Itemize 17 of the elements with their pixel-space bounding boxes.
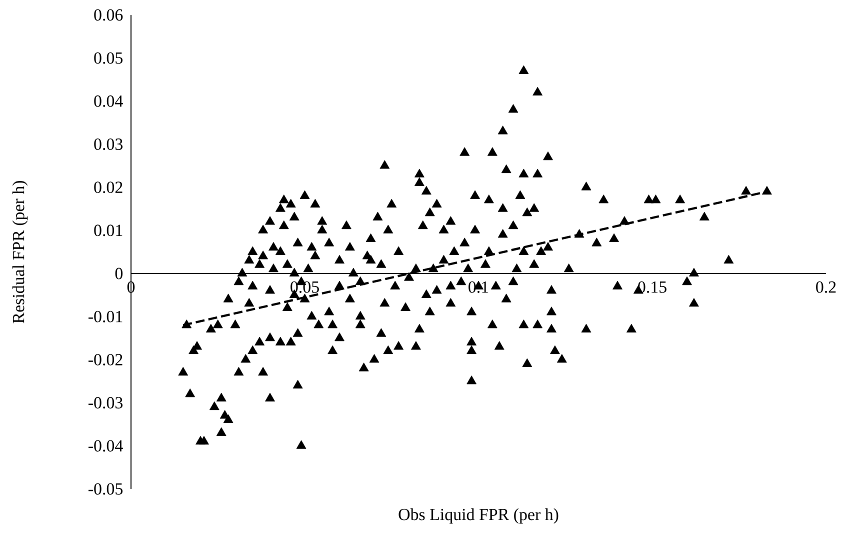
y-tick-label: 0.01 (94, 224, 122, 236)
y-tick-label: 0.02 (94, 182, 122, 194)
y-tick-label: -0.05 (88, 483, 123, 495)
y-tick-label: -0.03 (88, 397, 123, 409)
x-tick-label: 0.1 (468, 281, 488, 293)
y-tick-label: 0.04 (94, 95, 123, 107)
y-tick-label: 0 (115, 268, 123, 280)
x-tick-label: 0.05 (290, 281, 319, 293)
y-tick-label: 0.03 (94, 138, 123, 150)
y-tick-label: 0.06 (94, 9, 123, 21)
y-axis-title: Residual FPR (per h) (12, 180, 28, 324)
y-tick-label: -0.01 (88, 310, 122, 322)
y-tick-label: -0.04 (88, 440, 123, 452)
y-tick-label: 0.05 (94, 52, 123, 64)
y-tick-label: -0.02 (88, 354, 122, 366)
x-axis-title: Obs Liquid FPR (per h) (398, 508, 558, 524)
x-tick-label: 0.2 (816, 281, 836, 293)
